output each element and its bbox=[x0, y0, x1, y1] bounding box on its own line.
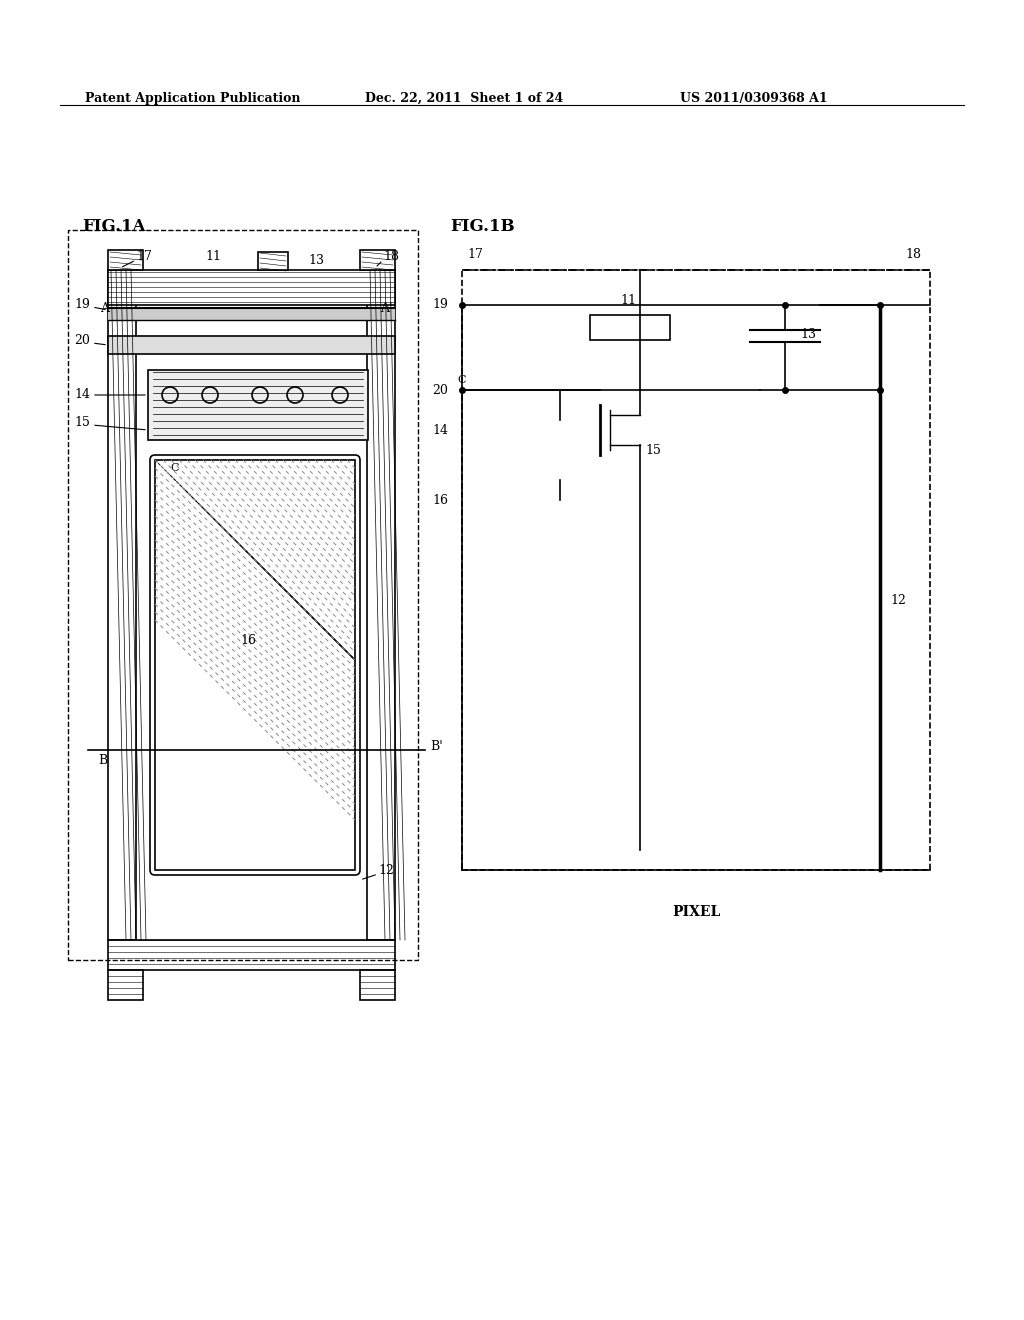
Text: 20: 20 bbox=[432, 384, 447, 396]
Text: 12: 12 bbox=[890, 594, 906, 606]
Bar bbox=[462, 271, 930, 870]
Bar bbox=[155, 459, 355, 870]
Text: Patent Application Publication: Patent Application Publication bbox=[85, 92, 300, 106]
Text: 18: 18 bbox=[905, 248, 921, 261]
Text: 19: 19 bbox=[432, 298, 447, 312]
Text: 11: 11 bbox=[205, 251, 221, 264]
Bar bbox=[367, 271, 395, 940]
Bar bbox=[108, 337, 395, 354]
Bar bbox=[68, 230, 418, 960]
Text: FIG.1B: FIG.1B bbox=[450, 218, 515, 235]
Text: 16: 16 bbox=[240, 634, 256, 647]
Text: 13: 13 bbox=[800, 329, 816, 342]
Bar bbox=[258, 252, 288, 271]
Text: PIXEL: PIXEL bbox=[672, 906, 720, 919]
Text: 15: 15 bbox=[645, 444, 660, 457]
Text: C: C bbox=[170, 463, 178, 473]
Text: 14: 14 bbox=[74, 388, 90, 401]
Bar bbox=[108, 940, 395, 970]
Text: 20: 20 bbox=[74, 334, 90, 346]
Text: C: C bbox=[457, 375, 466, 385]
Text: 15: 15 bbox=[74, 416, 90, 429]
Bar bbox=[108, 249, 143, 271]
Text: 18: 18 bbox=[383, 251, 399, 264]
Text: B: B bbox=[98, 754, 108, 767]
Bar bbox=[108, 308, 395, 319]
Text: 19: 19 bbox=[74, 298, 90, 312]
Text: Dec. 22, 2011  Sheet 1 of 24: Dec. 22, 2011 Sheet 1 of 24 bbox=[365, 92, 563, 106]
Text: 17: 17 bbox=[467, 248, 483, 261]
Text: A: A bbox=[100, 302, 109, 315]
Bar bbox=[108, 271, 136, 940]
Bar bbox=[108, 970, 143, 1001]
Text: 12: 12 bbox=[378, 863, 394, 876]
Text: B': B' bbox=[430, 739, 442, 752]
Text: 17: 17 bbox=[136, 251, 152, 264]
Bar bbox=[148, 370, 368, 440]
Text: FIG.1A: FIG.1A bbox=[82, 218, 145, 235]
Bar bbox=[590, 315, 670, 341]
Bar bbox=[360, 970, 395, 1001]
Text: US 2011/0309368 A1: US 2011/0309368 A1 bbox=[680, 92, 827, 106]
Text: 11: 11 bbox=[620, 293, 636, 306]
Text: 13: 13 bbox=[308, 253, 324, 267]
Text: A': A' bbox=[380, 302, 392, 315]
Bar bbox=[360, 249, 395, 271]
Text: 14: 14 bbox=[432, 424, 449, 437]
Bar bbox=[108, 271, 395, 305]
Text: 16: 16 bbox=[432, 494, 449, 507]
